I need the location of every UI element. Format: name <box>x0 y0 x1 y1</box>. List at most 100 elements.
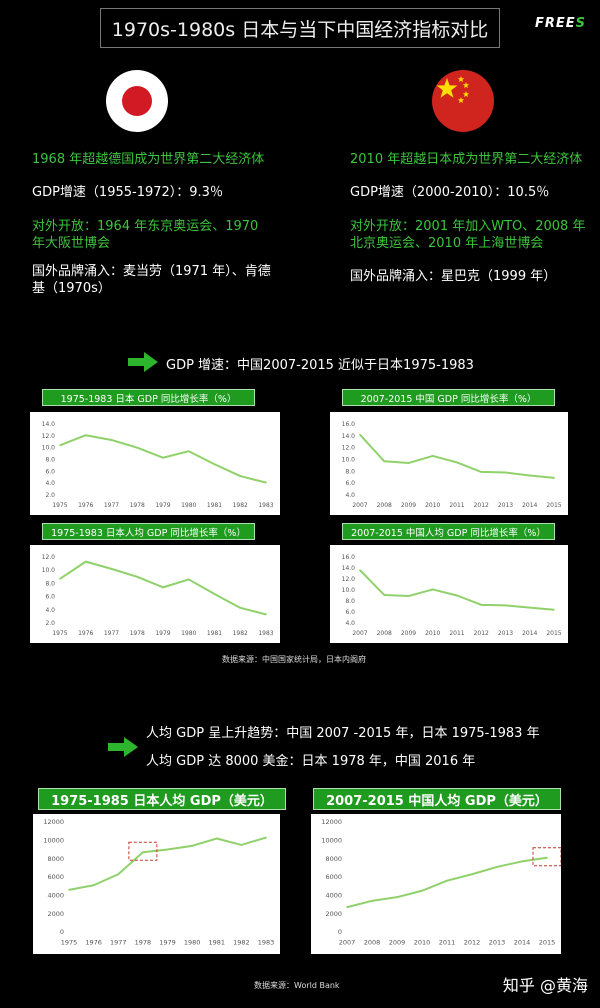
x-tick-label: 2011 <box>449 630 464 637</box>
y-tick-label: 10.0 <box>342 457 356 464</box>
y-tick-label: 6000 <box>47 873 64 881</box>
x-tick-label: 1982 <box>233 502 248 509</box>
y-tick-label: 6.0 <box>45 468 55 475</box>
data-point <box>383 460 386 463</box>
y-tick-label: 6.0 <box>45 594 55 601</box>
x-tick-label: 2015 <box>539 939 556 947</box>
chart-panel: 12.0 10.0 8.0 6.0 4.0 2.0 1975 1976 1977 1978 1979… <box>30 545 280 643</box>
data-point <box>496 866 498 868</box>
chart-title: 2007-2015 中国人均 GDP 同比增长率（%） <box>342 523 555 540</box>
data-point <box>456 594 458 597</box>
x-tick-label: 2013 <box>498 630 513 637</box>
chart-panel: 12000 10000 8000 6000 4000 2000 0 1975 1976 1977 1… <box>33 814 280 954</box>
x-tick-label: 2013 <box>498 502 513 509</box>
x-tick-label: 1976 <box>85 939 102 947</box>
x-tick-label: 1976 <box>78 630 93 637</box>
y-tick-label: 8000 <box>47 855 64 863</box>
y-tick-label: 14.0 <box>342 433 356 440</box>
y-tick-label: 4.0 <box>45 607 55 614</box>
y-tick-label: 10000 <box>321 837 342 845</box>
y-tick-label: 4.0 <box>45 480 55 487</box>
data-point <box>383 594 386 596</box>
data-point <box>359 569 361 571</box>
y-tick-label: 10000 <box>43 837 64 845</box>
data-point <box>346 906 348 909</box>
x-tick-label: 1981 <box>207 630 222 637</box>
x-tick-label: 1978 <box>130 502 145 509</box>
x-tick-label: 1978 <box>130 630 145 637</box>
x-tick-label: 2013 <box>489 939 506 947</box>
chart-jp-gdp-growth: 14.0 12.0 10.0 8.0 6.0 4.0 2.0 1975 1976 1977 1978… <box>42 421 274 509</box>
series-line <box>59 434 267 484</box>
japan-opening: 对外开放：1964 年东京奥运会、1970 年大阪世博会 <box>32 219 259 251</box>
data-point <box>407 595 410 597</box>
data-point <box>521 860 523 863</box>
y-tick-label: 4.0 <box>345 620 355 627</box>
y-tick-label: 10.0 <box>342 587 356 594</box>
data-point <box>59 577 61 580</box>
x-tick-label: 1975 <box>52 630 67 637</box>
x-tick-label: 2007 <box>352 502 367 509</box>
section2-line2: 人均 GDP 达 8000 美金：日本 1978 年，中国 2016 年 <box>146 754 476 769</box>
chart-title: 1975-1983 日本人均 GDP 同比增长率（%） <box>42 523 255 540</box>
series-line <box>68 836 267 891</box>
data-point <box>142 851 144 854</box>
x-tick-label: 2010 <box>425 630 440 637</box>
china-opening: 对外开放：2001 年加入WTO、2008 年北京奥运会、2010 年上海世博会 <box>350 219 586 251</box>
data-point <box>528 474 531 477</box>
data-point <box>240 844 243 846</box>
chart-panel: 16.0 14.0 12.0 10.0 8.0 6.0 4.0 2007 2008 2009 201… <box>330 545 568 643</box>
data-point <box>215 837 218 840</box>
data-point <box>136 446 139 449</box>
data-point <box>504 604 507 607</box>
data-point <box>239 607 242 609</box>
x-tick-label: 1979 <box>155 630 170 637</box>
japan-flag-icon <box>106 70 168 132</box>
x-tick-label: 1982 <box>233 630 248 637</box>
data-point <box>480 471 483 473</box>
data-point <box>136 576 139 578</box>
japan-gdp: GDP增速（1955-1972）：9.3％ <box>32 185 223 200</box>
y-tick-label: 4000 <box>47 892 64 900</box>
data-point <box>421 889 423 892</box>
brand-logo: FREES <box>535 16 586 31</box>
x-tick-label: 2008 <box>364 939 381 947</box>
data-point <box>265 836 267 839</box>
x-tick-label: 1980 <box>181 630 196 637</box>
data-point <box>110 439 113 441</box>
y-tick-label: 6.0 <box>345 609 355 616</box>
highlight-box <box>128 841 158 861</box>
section2-line1: 人均 GDP 呈上升趋势：中国 2007 -2015 年，日本 1975-198… <box>146 726 540 741</box>
china-headline: 2010 年超越日本成为世界第二大经济体 <box>350 152 583 167</box>
data-point <box>553 609 555 611</box>
data-point <box>117 873 120 876</box>
source-note: 数据来源：World Bank <box>254 981 340 990</box>
data-point <box>446 879 448 882</box>
chart-panel: 12000 10000 8000 6000 4000 2000 0 2007 2008 2009 2… <box>311 814 562 954</box>
x-tick-label: 1981 <box>208 939 225 947</box>
arrow-right-icon <box>108 737 138 757</box>
japan-brands: 国外品牌涌入：麦当劳（1971 年）、肯德基（1970s） <box>32 264 271 296</box>
x-tick-label: 1982 <box>233 939 250 947</box>
data-point <box>213 463 216 466</box>
chart-title: 1975-1985 日本人均 GDP（美元） <box>38 788 286 810</box>
data-point <box>187 450 190 453</box>
x-tick-label: 2012 <box>474 502 489 509</box>
data-point <box>213 593 216 595</box>
y-tick-label: 6000 <box>325 873 342 881</box>
data-point <box>239 475 242 477</box>
x-tick-label: 2009 <box>401 630 416 637</box>
x-tick-label: 1983 <box>258 630 273 637</box>
x-tick-label: 2012 <box>474 630 489 637</box>
series-line <box>359 433 555 479</box>
china-brands: 国外品牌涌入：星巴克（1999 年） <box>350 269 557 284</box>
data-point <box>265 613 267 616</box>
x-tick-label: 1980 <box>181 502 196 509</box>
y-tick-label: 14.0 <box>342 565 356 572</box>
y-tick-label: 6.0 <box>345 480 355 487</box>
data-point <box>456 461 458 464</box>
china-gdp: GDP增速（2000-2010）：10.5％ <box>350 185 550 200</box>
x-tick-label: 1980 <box>184 939 201 947</box>
chart-panel: 16.0 14.0 12.0 10.0 8.0 6.0 4.0 2007 2008 2009 201… <box>330 412 568 515</box>
source-note: 数据来源：中国国家统计局，日本内阁府 <box>222 655 366 664</box>
